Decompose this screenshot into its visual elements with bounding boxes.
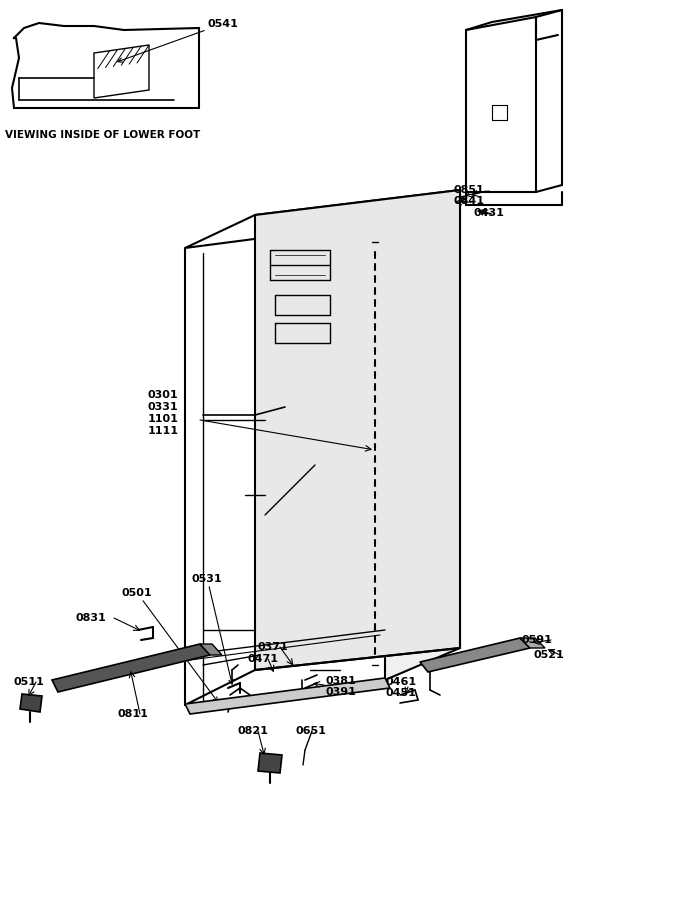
Text: 0391: 0391 xyxy=(326,687,357,697)
Text: 0811: 0811 xyxy=(118,709,149,719)
Text: 0831: 0831 xyxy=(76,613,106,623)
Text: 0511: 0511 xyxy=(14,677,44,687)
Polygon shape xyxy=(520,638,545,648)
Polygon shape xyxy=(385,190,460,680)
Text: 0431: 0431 xyxy=(474,208,505,218)
Text: 0541: 0541 xyxy=(118,19,238,62)
Text: 0371: 0371 xyxy=(257,642,288,652)
Text: 0471: 0471 xyxy=(247,654,278,664)
Text: 0851: 0851 xyxy=(453,185,484,195)
Text: 0381: 0381 xyxy=(326,676,357,686)
Text: VIEWING INSIDE OF LOWER FOOT: VIEWING INSIDE OF LOWER FOOT xyxy=(5,130,200,140)
Text: 0301: 0301 xyxy=(148,390,179,400)
Polygon shape xyxy=(52,644,210,692)
Text: 0841: 0841 xyxy=(453,196,484,206)
Text: 0501: 0501 xyxy=(122,588,218,702)
Text: 0461: 0461 xyxy=(385,677,416,687)
Polygon shape xyxy=(185,190,460,248)
Polygon shape xyxy=(94,45,149,98)
Text: 0331: 0331 xyxy=(148,402,179,412)
Text: 0531: 0531 xyxy=(192,574,233,684)
Text: 0651: 0651 xyxy=(296,726,327,736)
Polygon shape xyxy=(258,753,282,773)
Polygon shape xyxy=(255,190,460,670)
Text: 0821: 0821 xyxy=(237,726,268,736)
Polygon shape xyxy=(420,638,530,672)
Polygon shape xyxy=(185,678,390,714)
Polygon shape xyxy=(20,694,42,712)
Text: 0591: 0591 xyxy=(521,635,552,645)
Text: 1111: 1111 xyxy=(148,426,179,436)
Text: 0451: 0451 xyxy=(385,688,416,698)
Polygon shape xyxy=(200,644,222,655)
Text: 1101: 1101 xyxy=(148,414,179,424)
Text: 0521: 0521 xyxy=(534,650,565,660)
